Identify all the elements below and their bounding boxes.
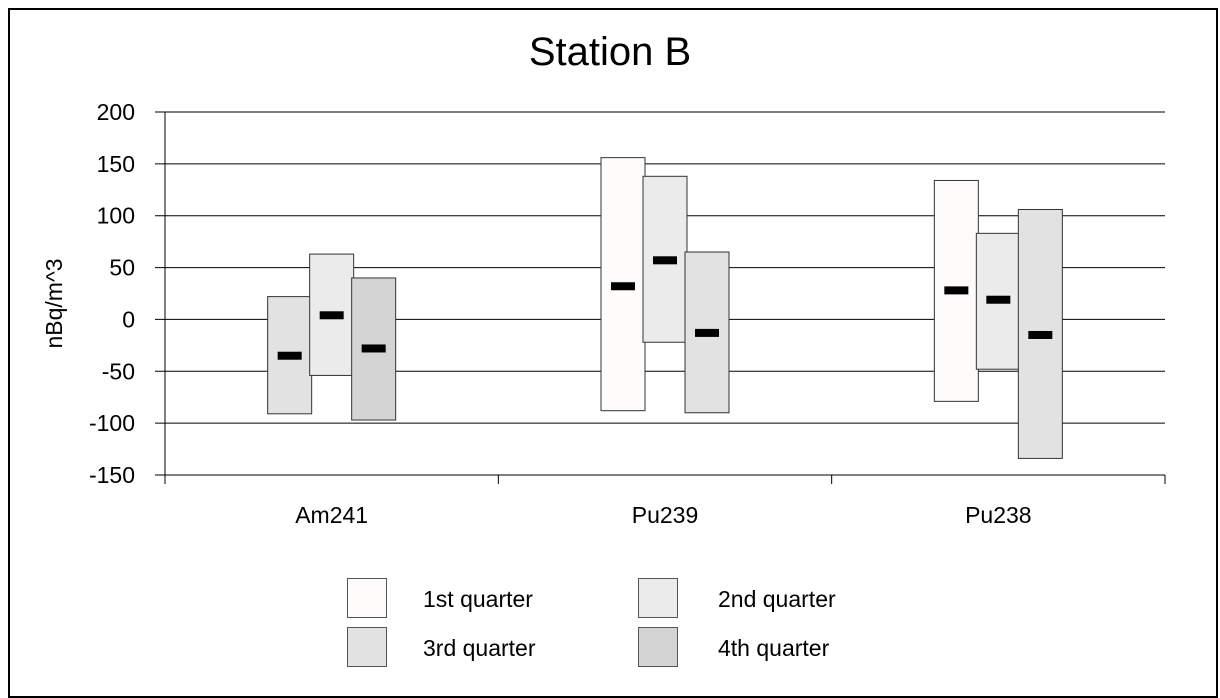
y-tick-label: 150 [97, 151, 135, 177]
median-marker [944, 286, 969, 295]
median-marker [986, 295, 1011, 304]
legend-swatch [347, 578, 387, 618]
legend-label: 1st quarter [423, 586, 533, 612]
median-marker [361, 344, 386, 353]
median-marker [695, 328, 719, 337]
y-tick-label: -50 [102, 358, 135, 384]
median-marker [611, 282, 635, 291]
y-tick-label: 100 [97, 203, 135, 229]
chart-title: Station B [528, 30, 692, 74]
median-marker [319, 311, 344, 320]
legend-label: 3rd quarter [423, 635, 536, 661]
y-tick-label: -150 [89, 462, 135, 488]
x-category-label: Am241 [295, 502, 368, 528]
legend-swatch [638, 627, 678, 667]
y-tick-label: 200 [97, 99, 135, 125]
bar-layer [267, 157, 1063, 459]
legend-label: 2nd quarter [718, 586, 836, 612]
x-category-label: Pu238 [965, 502, 1032, 528]
legend-swatch [347, 627, 387, 667]
median-marker [277, 351, 302, 360]
x-category-label: Pu239 [632, 502, 699, 528]
median-marker [1028, 330, 1053, 339]
label-layer: 200 150 100 50 0 -50 -100 -150 nBq/m^3 Am241 Pu239… [41, 99, 1032, 528]
median-marker [653, 256, 677, 265]
legend-swatch [638, 578, 678, 618]
y-tick-label: -100 [89, 410, 135, 436]
legend-label: 4th quarter [718, 635, 830, 661]
y-tick-label: 50 [109, 255, 135, 281]
y-axis-label: nBq/m^3 [41, 258, 67, 348]
y-tick-label: 0 [122, 306, 135, 332]
axis-layer [164, 112, 1166, 484]
